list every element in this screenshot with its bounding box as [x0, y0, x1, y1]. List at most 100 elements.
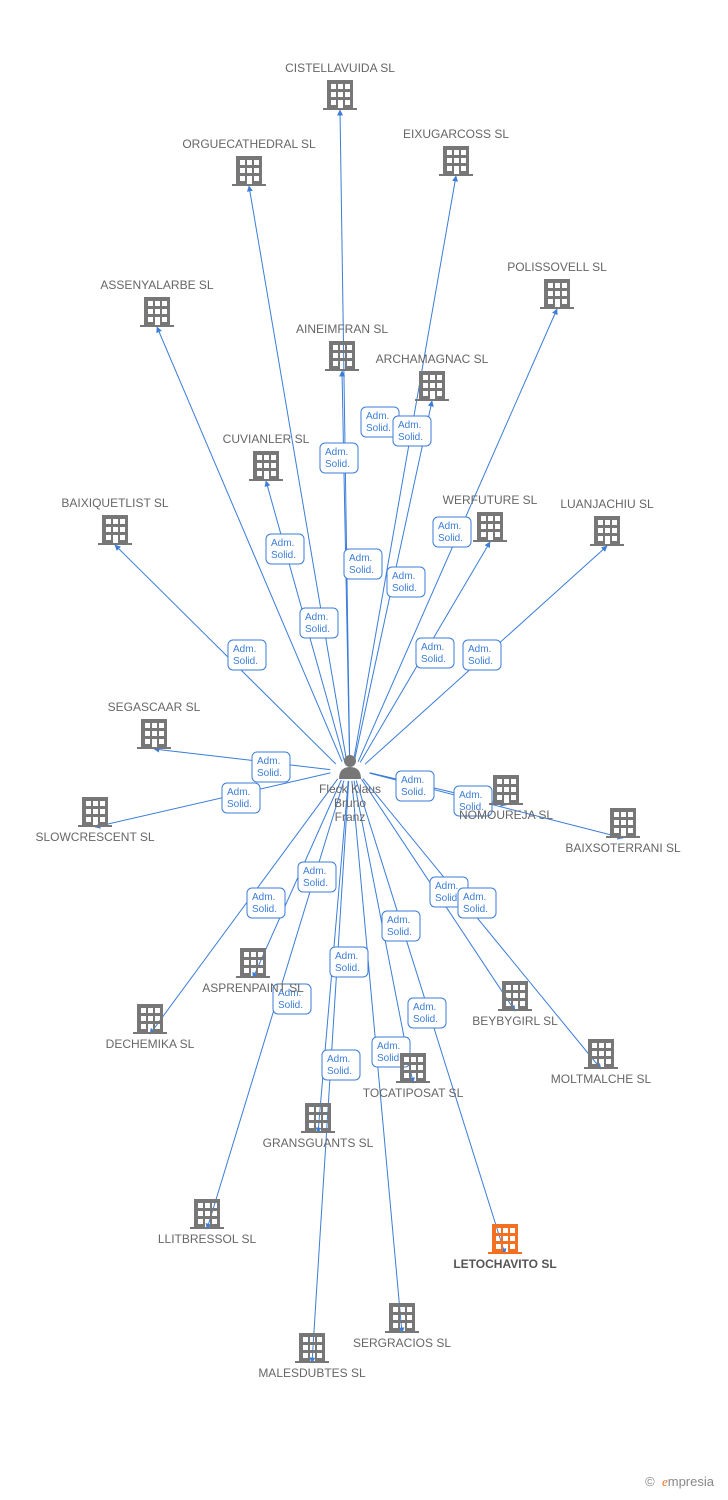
center-label: Fleck Klaus — [319, 782, 381, 796]
svg-text:Solid.: Solid. — [398, 432, 423, 443]
node-archamagnac[interactable]: ARCHAMAGNAC SL — [376, 352, 489, 401]
svg-text:Adm.: Adm. — [257, 756, 280, 767]
node-beybygirl[interactable]: BEYBYGIRL SL — [472, 981, 558, 1028]
node-label: MALESDUBTES SL — [258, 1366, 366, 1380]
building-icon — [98, 515, 132, 545]
edge-cistellavuida — [340, 110, 350, 761]
node-segascaar[interactable]: SEGASCAAR SL — [108, 700, 201, 749]
svg-text:Solid.: Solid. — [349, 565, 374, 576]
svg-text:Adm.: Adm. — [325, 447, 348, 458]
node-label: ORGUECATHEDRAL SL — [182, 137, 316, 151]
node-eixugarcoss[interactable]: EIXUGARCOSS SL — [403, 127, 509, 176]
svg-text:Solid.: Solid. — [438, 533, 463, 544]
node-letochavito[interactable]: LETOCHAVITO SL — [453, 1224, 556, 1271]
node-label: BAIXIQUETLIST SL — [61, 496, 168, 510]
edge-label-cuvianler: Adm.Solid. — [300, 608, 338, 638]
node-orguecathedral[interactable]: ORGUECATHEDRAL SL — [182, 137, 316, 186]
node-label: BAIXSOTERRANI SL — [565, 841, 681, 855]
edge-label-polissovell: Adm.Solid. — [433, 517, 471, 547]
building-icon — [540, 279, 574, 309]
person-icon — [339, 755, 361, 779]
node-sergracios[interactable]: SERGRACIOS SL — [353, 1303, 451, 1350]
node-label: SEGASCAAR SL — [108, 700, 201, 714]
edge-label-malesdubtes: Adm.Solid. — [322, 1050, 360, 1080]
node-baixsoterrani[interactable]: BAIXSOTERRANI SL — [565, 808, 681, 855]
edge-baixiquetlist — [115, 545, 336, 764]
node-label: DECHEMIKA SL — [106, 1037, 195, 1051]
node-moltmalche[interactable]: MOLTMALCHE SL — [551, 1039, 652, 1086]
node-llitbressol[interactable]: LLITBRESSOL SL — [158, 1199, 257, 1246]
node-dechemika[interactable]: DECHEMIKA SL — [106, 1004, 195, 1051]
svg-text:Adm.: Adm. — [366, 411, 389, 422]
center-node[interactable]: Fleck KlausBrunoFranz — [319, 755, 381, 824]
node-polissovell[interactable]: POLISSOVELL SL — [507, 260, 607, 309]
svg-text:Adm.: Adm. — [401, 775, 424, 786]
building-icon — [584, 1039, 618, 1069]
node-label: SERGRACIOS SL — [353, 1336, 451, 1350]
edge-label-nomoureja: Adm.Solid. — [396, 771, 434, 801]
svg-text:Adm.: Adm. — [271, 538, 294, 549]
svg-text:Solid.: Solid. — [366, 423, 391, 434]
edge-label-slowcrescent: Adm.Solid. — [222, 783, 260, 813]
brand-text: mpresia — [668, 1474, 714, 1489]
center-label: Franz — [335, 810, 366, 824]
svg-text:Solid.: Solid. — [327, 1066, 352, 1077]
svg-text:Solid.: Solid. — [463, 904, 488, 915]
svg-text:Adm.: Adm. — [233, 644, 256, 655]
building-icon — [396, 1053, 430, 1083]
building-icon — [232, 156, 266, 186]
node-baixiquetlist[interactable]: BAIXIQUETLIST SL — [61, 496, 168, 545]
copyright-symbol: © — [645, 1474, 655, 1489]
edge-label-luanjachiu: Adm.Solid. — [463, 640, 501, 670]
footer-copyright: © empresia — [645, 1474, 714, 1490]
svg-text:Solid.: Solid. — [271, 550, 296, 561]
building-icon — [489, 775, 523, 805]
building-icon — [606, 808, 640, 838]
edge-label-dechemika: Adm.Solid. — [247, 888, 285, 918]
node-label: ASPRENPAINT SL — [202, 981, 304, 995]
svg-text:Solid.: Solid. — [325, 459, 350, 470]
node-label: EIXUGARCOSS SL — [403, 127, 509, 141]
node-label: CUVIANLER SL — [223, 432, 310, 446]
node-label: WERFUTURE SL — [443, 493, 538, 507]
svg-text:Adm.: Adm. — [303, 866, 326, 877]
svg-text:Solid.: Solid. — [401, 787, 426, 798]
svg-text:Adm.: Adm. — [459, 790, 482, 801]
network-diagram: Adm.Solid.Adm.Solid.Adm.Solid.Adm.Solid.… — [0, 0, 728, 1500]
node-slowcrescent[interactable]: SLOWCRESCENT SL — [35, 797, 154, 844]
svg-text:Adm.: Adm. — [421, 642, 444, 653]
svg-text:Solid.: Solid. — [468, 656, 493, 667]
svg-text:Adm.: Adm. — [335, 951, 358, 962]
svg-text:Solid.: Solid. — [377, 1053, 402, 1064]
node-luanjachiu[interactable]: LUANJACHIU SL — [560, 497, 654, 546]
node-cistellavuida[interactable]: CISTELLAVUIDA SL — [285, 61, 395, 110]
node-label: SLOWCRESCENT SL — [35, 830, 154, 844]
svg-text:Solid.: Solid. — [335, 963, 360, 974]
svg-text:Adm.: Adm. — [468, 644, 491, 655]
node-aineimfran[interactable]: AINEIMFRAN SL — [296, 322, 388, 371]
svg-text:Adm.: Adm. — [377, 1041, 400, 1052]
building-icon — [415, 371, 449, 401]
node-label: AINEIMFRAN SL — [296, 322, 388, 336]
node-cuvianler[interactable]: CUVIANLER SL — [223, 432, 310, 481]
svg-text:Adm.: Adm. — [349, 553, 372, 564]
svg-text:Solid.: Solid. — [303, 878, 328, 889]
edge-label-eixugarcoss: Adm.Solid. — [393, 416, 431, 446]
node-asprenpaint[interactable]: ASPRENPAINT SL — [202, 948, 304, 995]
building-icon — [325, 341, 359, 371]
svg-text:Solid.: Solid. — [233, 656, 258, 667]
building-icon — [488, 1224, 522, 1254]
building-icon — [323, 80, 357, 110]
svg-text:Solid.: Solid. — [227, 799, 252, 810]
node-assenyalarbe[interactable]: ASSENYALARBE SL — [100, 278, 213, 327]
building-icon — [473, 512, 507, 542]
building-icon — [236, 948, 270, 978]
node-label: LLITBRESSOL SL — [158, 1232, 257, 1246]
svg-text:Solid.: Solid. — [392, 583, 417, 594]
building-icon — [133, 1004, 167, 1034]
building-icon — [439, 146, 473, 176]
center-label: Bruno — [334, 796, 366, 810]
edge-label-asprenpaint: Adm.Solid. — [298, 862, 336, 892]
node-label: ASSENYALARBE SL — [100, 278, 213, 292]
svg-text:Solid.: Solid. — [278, 1000, 303, 1011]
